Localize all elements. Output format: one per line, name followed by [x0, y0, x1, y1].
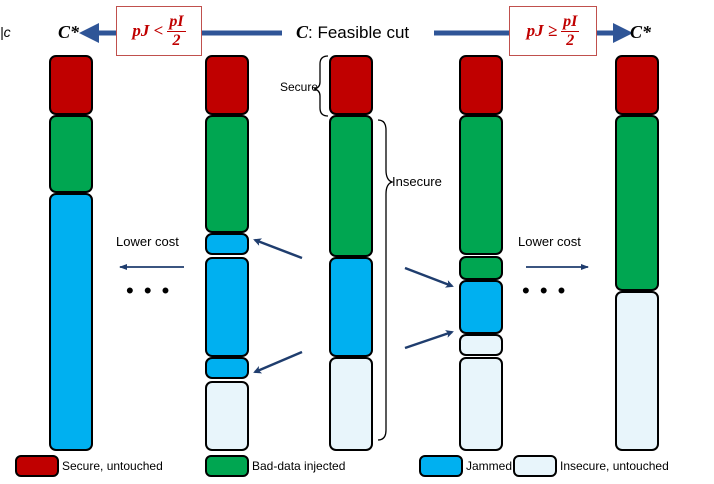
legend-label-secure: Secure, untouched — [62, 459, 163, 473]
condition-left-numerator: pI — [167, 12, 186, 32]
condition-box-right: pJ ≥ pI 2 — [509, 6, 597, 56]
arrow-to-jammed-lower — [253, 350, 303, 374]
segment-bad-data — [459, 115, 503, 255]
lower-cost-right-label: Lower cost — [518, 234, 581, 249]
segment-jammed — [205, 233, 249, 255]
legend-label-insecure: Insecure, untouched — [560, 459, 669, 473]
segment-insecure — [205, 381, 249, 451]
segment-insecure — [459, 334, 503, 356]
segment-jammed — [49, 193, 93, 451]
segment-secure — [329, 55, 373, 115]
legend-label-bad-data: Bad-data injected — [252, 459, 346, 473]
cstar-left-label: C* — [58, 22, 80, 42]
segment-bad-data — [329, 115, 373, 257]
condition-left-lhs: pJ < — [132, 21, 164, 40]
condition-right-fraction: pI 2 — [561, 12, 580, 49]
arrow-to-jammed-upper — [253, 238, 303, 260]
secure-brace — [313, 55, 329, 117]
legend-swatch-bad-data — [205, 455, 249, 477]
condition-left-fraction: pI 2 — [167, 12, 186, 49]
segment-bad-data — [205, 115, 249, 233]
lower-cost-left-label: Lower cost — [116, 234, 179, 249]
condition-left-denominator: 2 — [172, 31, 181, 49]
feasible-cut-label: : Feasible cut — [308, 23, 410, 42]
column-intermediate-right — [459, 55, 503, 451]
segment-jammed — [205, 257, 249, 357]
ellipsis-left: • • • — [126, 278, 172, 303]
segment-secure — [459, 55, 503, 115]
segment-secure — [49, 55, 93, 115]
column-intermediate-left — [205, 55, 249, 451]
legend-label-jammed: Jammed — [466, 459, 513, 473]
segment-secure — [615, 55, 659, 115]
insecure-label: Insecure — [392, 174, 442, 189]
legend-swatch-secure — [15, 455, 59, 477]
feasible-cut-title: C: Feasible cut — [296, 22, 409, 43]
segment-insecure — [459, 357, 503, 451]
legend-swatch-jammed — [419, 455, 463, 477]
segment-jammed — [205, 357, 249, 379]
legend-swatch-insecure — [513, 455, 557, 477]
c-symbol: C — [296, 22, 309, 42]
ellipsis-right: • • • — [522, 278, 568, 303]
segment-insecure — [329, 357, 373, 451]
arrow-to-right-bottom — [404, 330, 454, 350]
condition-right-numerator: pI — [561, 12, 580, 32]
condition-box-left: pJ < pI 2 — [116, 6, 202, 56]
segment-jammed — [459, 280, 503, 334]
column-cstar-left — [49, 55, 93, 451]
condition-right-denominator: 2 — [566, 31, 575, 49]
segment-bad-data — [459, 256, 503, 280]
corner-glyph: |c — [0, 24, 11, 40]
secure-label: Secure — [280, 80, 319, 94]
segment-jammed — [329, 257, 373, 357]
condition-right-lhs: pJ ≥ — [526, 21, 558, 40]
arrow-to-right-jammed — [404, 266, 454, 288]
insecure-brace — [377, 119, 395, 441]
segment-insecure — [615, 291, 659, 451]
segment-bad-data — [49, 115, 93, 193]
segment-secure — [205, 55, 249, 115]
column-feasible-cut — [329, 55, 373, 451]
column-cstar-right — [615, 55, 659, 451]
cstar-right-label: C* — [630, 22, 652, 42]
segment-bad-data — [615, 115, 659, 291]
